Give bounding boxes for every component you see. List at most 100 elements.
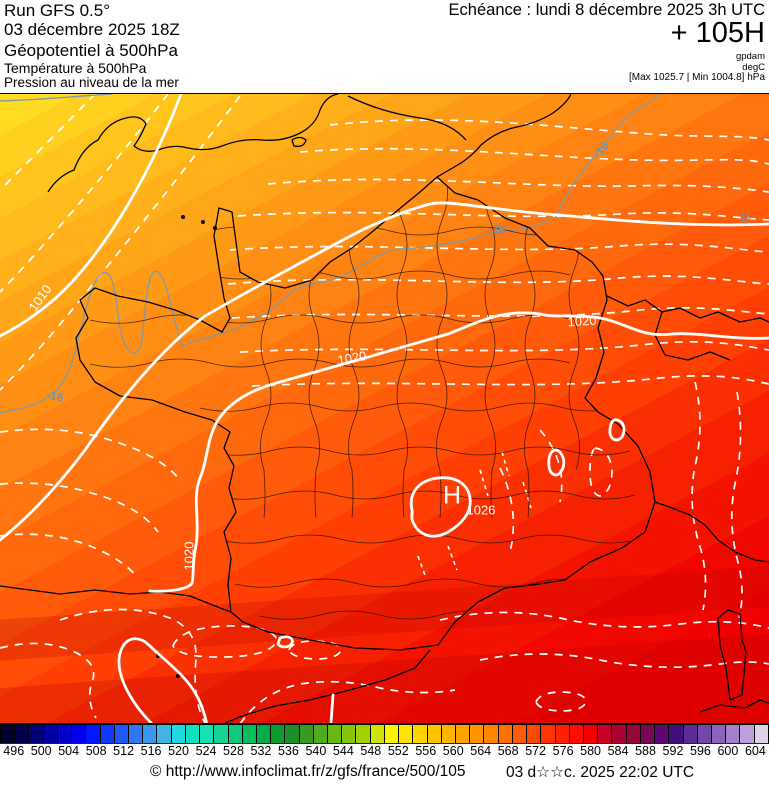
- isobars-solid: [0, 94, 769, 723]
- scale-cell: [127, 725, 143, 743]
- scale-cell: [440, 725, 455, 743]
- scale-cell: [0, 725, 15, 743]
- scale-cell: [156, 725, 171, 743]
- echeance-label: Echéance : lundi 8 décembre 2025 3h UTC: [448, 1, 765, 19]
- param-temperature: Température à 500hPa: [4, 60, 147, 76]
- scale-cell: [99, 725, 114, 743]
- scale-tick-label: 560: [442, 744, 464, 758]
- scale-cell: [355, 725, 370, 743]
- scale-cell: [312, 725, 328, 743]
- coastlines: [0, 94, 769, 723]
- scale-tick-label: 508: [85, 744, 107, 758]
- scale-cell: [14, 725, 29, 743]
- scale-tick-label: 564: [470, 744, 492, 758]
- footer: © http://www.infoclimat.fr/z/gfs/france/…: [0, 759, 769, 786]
- scale-cell: [298, 725, 313, 743]
- scale-cell: [511, 725, 527, 743]
- scale-tick-label: 604: [744, 744, 766, 758]
- scale-cell: [369, 725, 384, 743]
- scale-cell: [142, 725, 157, 743]
- scale-cell: [739, 725, 754, 743]
- scale-cell: [568, 725, 583, 743]
- scale-cell: [682, 725, 697, 743]
- scale-cell: [696, 725, 711, 743]
- scale-cell: [241, 725, 256, 743]
- scale-cell: [554, 725, 569, 743]
- forecast-hour: + 105H: [670, 17, 765, 49]
- param-pressure: Pression au niveau de la mer: [4, 75, 179, 90]
- scale-cell: [71, 725, 86, 743]
- scale-tick-label: 536: [277, 744, 299, 758]
- weather-map: 1010 1020 1020 1020 H 1026 -16 -16 -16 ▷: [0, 93, 769, 723]
- copyright-url[interactable]: © http://www.infoclimat.fr/z/gfs/france/…: [150, 763, 466, 780]
- scale-cell: [725, 725, 740, 743]
- scale-tick-label: 512: [113, 744, 135, 758]
- scale-cell: [383, 725, 399, 743]
- scale-tick-label: 544: [332, 744, 354, 758]
- scale-cell: [227, 725, 242, 743]
- scale-tick-label: 540: [305, 744, 327, 758]
- scale-cell: [284, 725, 299, 743]
- scale-cell: [753, 725, 769, 743]
- scale-cell: [170, 725, 185, 743]
- scale-tick-label: 600: [717, 744, 739, 758]
- scale-cell: [184, 725, 200, 743]
- map-svg: [0, 94, 769, 723]
- temperature-contour-label: -16: [44, 387, 66, 405]
- scale-cell: [483, 725, 498, 743]
- scale-cell: [85, 725, 100, 743]
- scale-cell: [611, 725, 626, 743]
- scale-tick-label: 516: [140, 744, 162, 758]
- scale-cell: [255, 725, 271, 743]
- isobar-label: 1026: [466, 502, 496, 518]
- scale-cell: [42, 725, 57, 743]
- scale-cell: [654, 725, 669, 743]
- scale-cell: [398, 725, 413, 743]
- param-geopotential: Géopotentiel à 500hPa: [4, 41, 178, 60]
- scale-tick-label: 528: [223, 744, 244, 758]
- scale-cell: [710, 725, 726, 743]
- scale-tick-label: 496: [3, 744, 25, 758]
- scale-cell: [639, 725, 655, 743]
- scale-cell: [56, 725, 72, 743]
- scale-cell: [426, 725, 441, 743]
- scale-cell: [597, 725, 612, 743]
- scale-tick-label: 572: [525, 744, 547, 758]
- scale-bar: [0, 723, 769, 744]
- scale-tick-label: 532: [250, 744, 272, 758]
- run-title: Run GFS 0.5°: [4, 1, 111, 20]
- scale-cell: [497, 725, 512, 743]
- scale-cell: [625, 725, 640, 743]
- run-date: 03 décembre 2025 18Z: [4, 20, 180, 39]
- scale-tick-label: 552: [387, 744, 409, 758]
- scale-tick-label: 588: [635, 744, 656, 758]
- scale-cell: [469, 725, 484, 743]
- scale-cell: [213, 725, 228, 743]
- scale-cell: [341, 725, 356, 743]
- temperature-gray-contour: [0, 94, 661, 414]
- scale-tick-label: 568: [497, 744, 519, 758]
- header: Run GFS 0.5° 03 décembre 2025 18Z Géopot…: [0, 0, 769, 93]
- scale-tick-label: 580: [580, 744, 601, 758]
- unit-gpdam: gpdam: [735, 51, 765, 62]
- scale-cell: [540, 725, 555, 743]
- scale-cell: [668, 725, 683, 743]
- unit-degc: degC: [742, 62, 765, 73]
- scale-cell: [412, 725, 427, 743]
- scale-cell: [270, 725, 285, 743]
- minmax-pressure: [Max 1025.7 | Min 1004.8] hPa: [628, 72, 765, 83]
- scale-cell: [113, 725, 128, 743]
- scale-tick-label: 556: [415, 744, 437, 758]
- scale-cell: [582, 725, 598, 743]
- isobar-label: 1020: [181, 541, 197, 571]
- scale-cell: [28, 725, 43, 743]
- scale-cell: [526, 725, 541, 743]
- scale-labels: 496 500 504 508 512 516 520 524 528 532 536 540 544 5…: [0, 744, 769, 759]
- temperature-contour-label: -16: [487, 220, 507, 238]
- isobar-label: 1020: [567, 312, 597, 330]
- scale-tick-label: 576: [552, 744, 574, 758]
- scale-tick-label: 548: [360, 744, 382, 758]
- high-pressure-label: H: [442, 481, 462, 510]
- scale-tick-label: 504: [58, 744, 80, 758]
